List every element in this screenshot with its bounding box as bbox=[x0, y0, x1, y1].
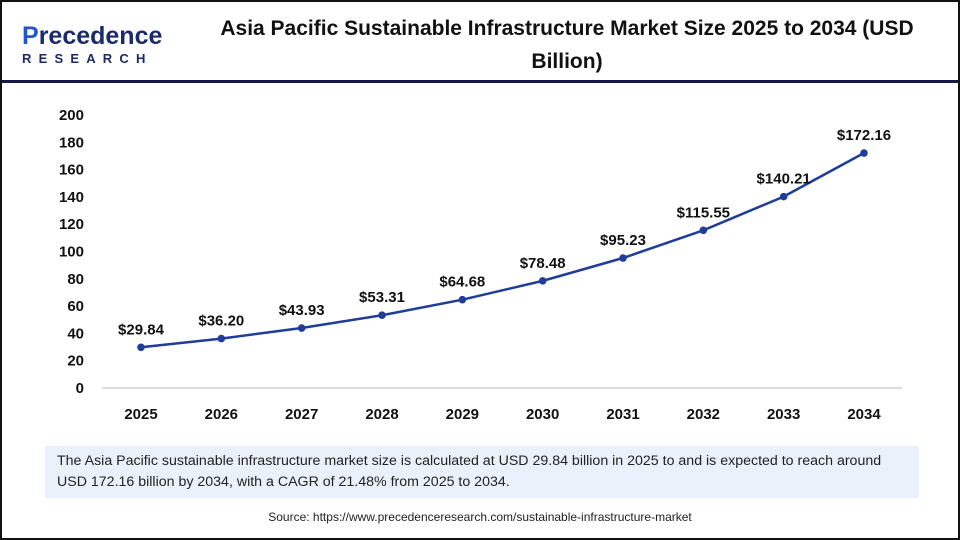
caption-box: The Asia Pacific sustainable infrastruct… bbox=[45, 446, 919, 498]
y-tick-label: 0 bbox=[76, 380, 84, 397]
data-point bbox=[538, 277, 547, 285]
x-tick-label: 2030 bbox=[526, 406, 559, 423]
precedence-research-logo: Precedence RESEARCH bbox=[18, 22, 168, 67]
x-tick-label: 2034 bbox=[847, 406, 881, 423]
y-tick-label: 40 bbox=[67, 325, 84, 342]
y-tick-label: 80 bbox=[67, 271, 84, 288]
data-point bbox=[458, 295, 467, 304]
data-label: $95.23 bbox=[600, 232, 646, 249]
y-tick-label: 60 bbox=[67, 298, 84, 315]
y-tick-label: 200 bbox=[59, 107, 84, 124]
source-text: Source: https://www.precedenceresearch.c… bbox=[268, 510, 692, 524]
x-tick-label: 2027 bbox=[285, 406, 318, 423]
data-point bbox=[137, 343, 145, 352]
data-label: $64.68 bbox=[439, 274, 485, 291]
data-label: $29.84 bbox=[118, 321, 165, 338]
y-tick-label: 120 bbox=[59, 216, 84, 233]
data-label: $36.20 bbox=[198, 313, 244, 330]
data-point bbox=[779, 192, 788, 201]
data-point bbox=[217, 334, 226, 343]
data-point bbox=[378, 311, 386, 320]
x-tick-label: 2025 bbox=[124, 406, 157, 423]
logo-line1: Precedence bbox=[22, 22, 163, 50]
x-tick-label: 2026 bbox=[205, 406, 238, 423]
data-point bbox=[860, 149, 868, 157]
data-point bbox=[699, 226, 708, 235]
data-label: $78.48 bbox=[520, 255, 566, 272]
x-tick-label: 2033 bbox=[767, 406, 800, 423]
header-divider bbox=[2, 80, 958, 83]
data-label: $115.55 bbox=[677, 204, 730, 221]
line-chart: 0 20 40 60 80 100 120 140 160 180 200 2025 2026 2027 2… bbox=[59, 107, 902, 423]
data-label: $43.93 bbox=[279, 302, 325, 319]
y-tick-label: 180 bbox=[59, 134, 84, 151]
data-point bbox=[619, 254, 627, 262]
y-tick-label: 20 bbox=[67, 353, 84, 370]
data-label: $172.16 bbox=[837, 127, 891, 144]
y-tick-label: 160 bbox=[59, 162, 84, 179]
x-tick-label: 2028 bbox=[365, 406, 398, 423]
y-tick-label: 140 bbox=[59, 189, 84, 206]
x-tick-label: 2029 bbox=[446, 406, 479, 423]
data-label: $140.21 bbox=[757, 171, 811, 188]
x-tick-label: 2032 bbox=[687, 406, 720, 423]
chart-title: Asia Pacific Sustainable Infrastructure … bbox=[220, 17, 914, 73]
data-label: $53.31 bbox=[359, 289, 405, 306]
x-tick-label: 2031 bbox=[606, 406, 639, 423]
y-tick-label: 100 bbox=[59, 244, 84, 261]
series-line bbox=[140, 151, 865, 349]
data-point bbox=[297, 324, 306, 332]
logo-line2: RESEARCH bbox=[22, 51, 153, 66]
